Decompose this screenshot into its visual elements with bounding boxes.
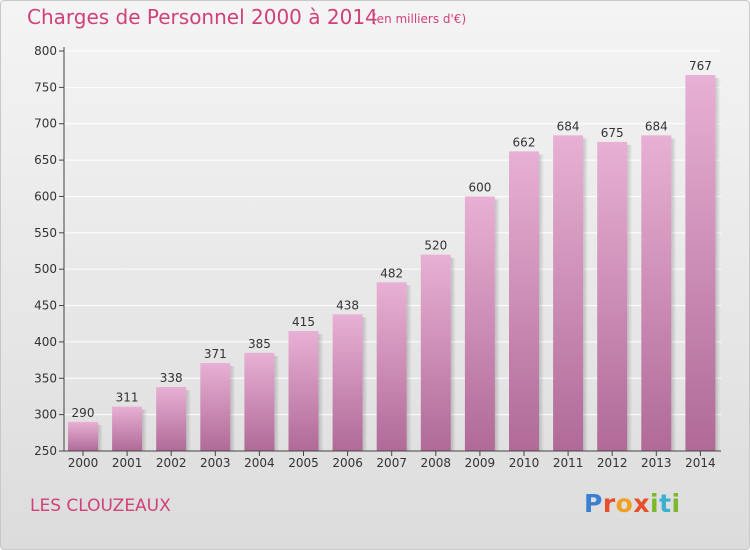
bar — [420, 254, 451, 451]
logo-letter: P — [584, 489, 603, 518]
data-label: 438 — [336, 298, 359, 312]
bar — [641, 135, 672, 451]
data-label: 600 — [468, 180, 491, 194]
data-label: 311 — [116, 391, 139, 405]
data-label: 520 — [424, 239, 447, 253]
logo-letter: r — [602, 489, 616, 518]
x-tick-label: 2003 — [200, 456, 231, 470]
logo-letter: t — [659, 489, 672, 518]
x-tick-label: 2005 — [288, 456, 319, 470]
logo-letter: x — [633, 489, 650, 518]
bar-shadow — [671, 138, 677, 451]
bar — [685, 75, 716, 451]
y-tick-label: 400 — [34, 335, 57, 349]
bar-shadow — [98, 424, 103, 451]
bar — [68, 421, 98, 451]
data-label: 482 — [380, 266, 403, 280]
y-tick-label: 350 — [34, 371, 57, 385]
y-tick-label: 800 — [34, 44, 57, 58]
y-tick-label: 700 — [34, 117, 57, 131]
chart-title: Charges de Personnel 2000 à 2014 — [27, 5, 378, 29]
x-tick-label: 2008 — [421, 456, 452, 470]
bar — [332, 314, 363, 451]
x-tick-label: 2014 — [685, 456, 716, 470]
bar-shadow — [230, 366, 236, 451]
bar-shadow — [318, 334, 324, 451]
x-tick-label: 2010 — [509, 456, 540, 470]
bar — [112, 406, 143, 451]
bar-shadow — [362, 317, 368, 451]
data-label: 385 — [248, 337, 271, 351]
logo-letter: i — [671, 489, 681, 518]
data-label: 338 — [160, 371, 183, 385]
data-label: 290 — [72, 406, 95, 420]
bar — [464, 196, 495, 451]
bar-shadow — [583, 138, 589, 451]
y-tick-label: 450 — [34, 299, 57, 313]
y-tick-label: 300 — [34, 408, 57, 422]
y-tick-label: 600 — [34, 189, 57, 203]
y-tick-label: 500 — [34, 262, 57, 276]
x-tick-label: 2007 — [376, 456, 407, 470]
bar-shadow — [494, 199, 500, 451]
bar-shadow — [186, 390, 192, 451]
data-label: 371 — [204, 347, 227, 361]
bar-shadow — [450, 257, 456, 451]
logo-letter: o — [615, 489, 634, 518]
data-label: 767 — [689, 59, 712, 73]
y-tick-label: 550 — [34, 226, 57, 240]
y-tick-label: 250 — [34, 444, 57, 458]
bar — [244, 352, 275, 451]
bar-shadow — [627, 144, 633, 451]
bar-shadow — [406, 285, 412, 451]
x-tick-label: 2006 — [332, 456, 363, 470]
town-name: LES CLOUZEAUX — [30, 496, 171, 516]
x-tick-label: 2000 — [68, 456, 99, 470]
chart-subtitle: (en milliers d'€) — [372, 12, 467, 26]
bar — [376, 282, 407, 451]
x-tick-label: 2001 — [112, 456, 143, 470]
y-tick-label: 750 — [34, 80, 57, 94]
bar — [200, 363, 231, 451]
y-tick-label: 650 — [34, 153, 57, 167]
bar — [509, 151, 539, 451]
x-tick-label: 2009 — [465, 456, 496, 470]
data-label: 684 — [645, 119, 668, 133]
proxiti-logo: Proxiti — [584, 489, 681, 518]
x-tick-label: 2013 — [641, 456, 672, 470]
bar — [156, 387, 187, 451]
bar — [288, 331, 319, 451]
bar — [597, 141, 628, 451]
x-tick-label: 2011 — [553, 456, 584, 470]
x-tick-label: 2012 — [597, 456, 628, 470]
data-label: 684 — [557, 119, 580, 133]
data-label: 675 — [601, 126, 624, 140]
bar-shadow — [539, 154, 544, 451]
x-tick-label: 2004 — [244, 456, 275, 470]
data-label: 415 — [292, 315, 315, 329]
logo-letter: i — [650, 489, 660, 518]
data-label: 662 — [513, 135, 536, 149]
bar — [553, 135, 584, 451]
bar-shadow — [274, 355, 280, 451]
x-tick-label: 2002 — [156, 456, 187, 470]
bar-shadow — [715, 78, 721, 451]
bar-shadow — [142, 409, 148, 451]
